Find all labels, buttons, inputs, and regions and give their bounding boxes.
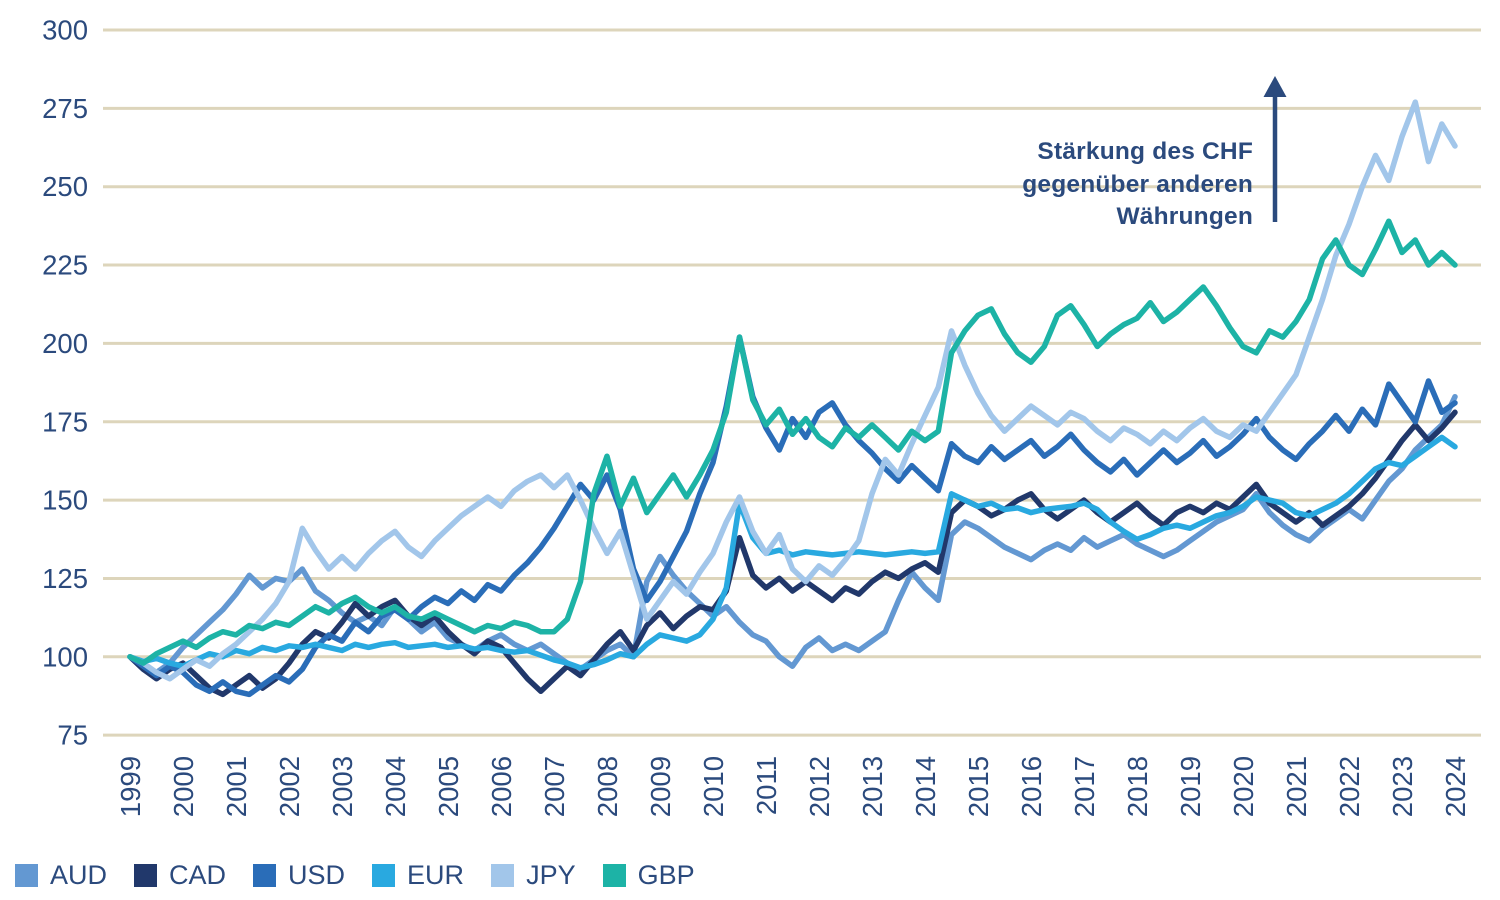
legend-label-usd: USD — [288, 860, 346, 890]
x-tick-label-2021: 2021 — [1281, 756, 1312, 817]
annotation-line-1: Stärkung des CHF — [1037, 138, 1253, 165]
y-tick-label-250: 250 — [42, 171, 88, 202]
y-tick-label-150: 150 — [42, 485, 88, 516]
y-tick-label-300: 300 — [42, 15, 88, 46]
legend-item-jpy: JPY — [491, 860, 576, 891]
x-tick-label-2024: 2024 — [1440, 756, 1471, 817]
x-tick-label-2020: 2020 — [1228, 756, 1259, 817]
legend-label-eur: EUR — [407, 860, 465, 890]
x-tick-label-2006: 2006 — [486, 756, 517, 817]
x-tick-label-2000: 2000 — [168, 756, 199, 817]
legend-label-cad: CAD — [169, 860, 227, 890]
series-line-cad — [127, 409, 1458, 698]
x-tick-label-2018: 2018 — [1122, 756, 1153, 817]
usd-color-swatch — [253, 864, 277, 887]
series-line-eur — [127, 434, 1458, 671]
x-tick-label-2003: 2003 — [327, 756, 358, 817]
eur-color-swatch — [372, 864, 396, 887]
x-tick-label-2008: 2008 — [592, 756, 623, 817]
series-line-gbp — [127, 218, 1458, 666]
y-tick-label-125: 125 — [42, 563, 88, 594]
legend-label-gbp: GBP — [637, 860, 695, 890]
x-tick-label-2015: 2015 — [963, 756, 994, 817]
legend-item-usd: USD — [253, 860, 345, 891]
y-tick-label-275: 275 — [42, 93, 88, 124]
legend-item-cad: CAD — [134, 860, 226, 891]
legend-item-gbp: GBP — [602, 860, 695, 891]
y-tick-label-225: 225 — [42, 250, 88, 281]
annotation-line-2: gegenüber anderen — [1022, 170, 1253, 198]
x-tick-label-2019: 2019 — [1175, 756, 1206, 817]
up-arrow-head-icon — [1263, 76, 1287, 97]
x-tick-label-2004: 2004 — [380, 756, 411, 817]
x-tick-label-2014: 2014 — [910, 756, 941, 817]
x-tick-label-2011: 2011 — [751, 756, 782, 815]
x-tick-label-1999: 1999 — [115, 756, 146, 817]
chart-legend: AUD CAD USD EUR JPY GBP — [15, 860, 695, 891]
x-tick-label-2022: 2022 — [1334, 756, 1365, 817]
legend-item-eur: EUR — [372, 860, 464, 891]
cad-color-swatch — [134, 864, 158, 887]
x-tick-label-2009: 2009 — [645, 756, 676, 817]
legend-label-aud: AUD — [50, 860, 108, 890]
x-tick-label-2012: 2012 — [804, 756, 835, 817]
x-tick-label-2013: 2013 — [857, 756, 888, 817]
series-line-usd — [127, 334, 1458, 698]
y-tick-label-175: 175 — [42, 406, 88, 437]
x-tick-label-2016: 2016 — [1016, 756, 1047, 817]
gbp-color-swatch — [602, 864, 626, 887]
y-tick-label-200: 200 — [42, 328, 88, 359]
jpy-color-swatch — [491, 864, 515, 887]
x-tick-label-2023: 2023 — [1387, 756, 1418, 817]
x-tick-label-2005: 2005 — [433, 756, 464, 817]
chf-strengthening-annotation: Stärkung des CHF gegenüber anderen Währu… — [833, 136, 1253, 234]
legend-item-aud: AUD — [15, 860, 107, 891]
x-tick-label-2002: 2002 — [274, 756, 305, 817]
legend-label-jpy: JPY — [526, 860, 576, 890]
x-tick-label-2007: 2007 — [539, 756, 570, 817]
x-tick-label-2017: 2017 — [1069, 756, 1100, 817]
series-line-aud — [127, 393, 1458, 676]
y-tick-label-75: 75 — [57, 720, 88, 751]
series-line-jpy — [127, 99, 1458, 682]
aud-color-swatch — [15, 864, 38, 887]
annotation-line-3: Währungen — [1116, 203, 1253, 230]
x-tick-label-2001: 2001 — [221, 756, 252, 817]
x-tick-label-2010: 2010 — [698, 756, 729, 817]
y-tick-label-100: 100 — [42, 641, 88, 672]
